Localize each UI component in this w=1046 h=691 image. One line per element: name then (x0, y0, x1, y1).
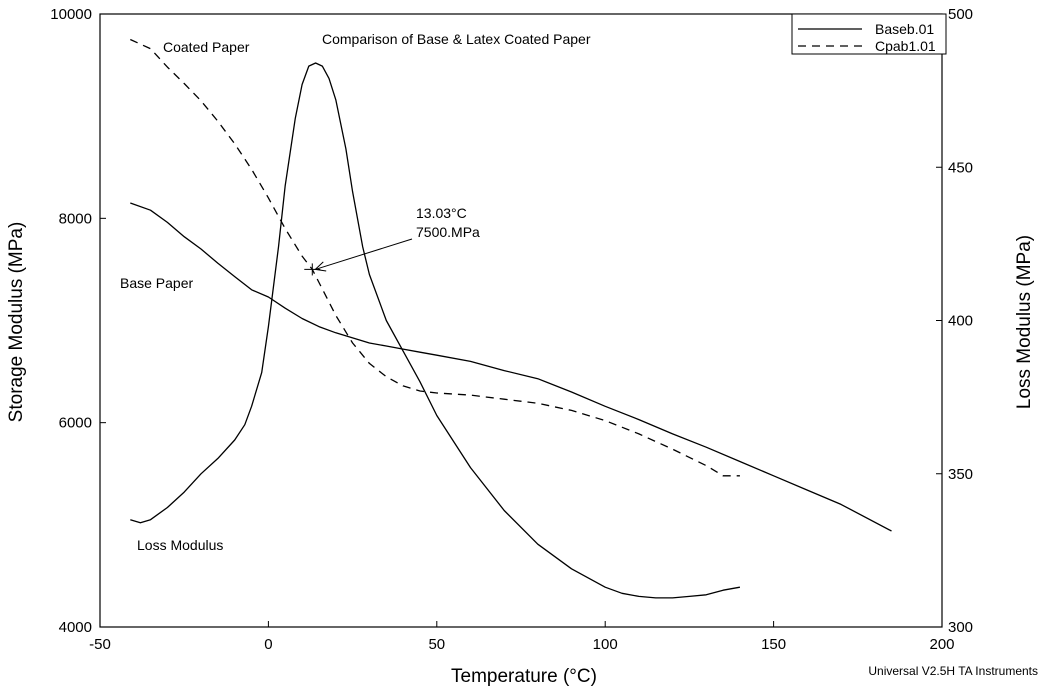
legend-label-cpab1: Cpab1.01 (875, 38, 936, 54)
ticks-layer: -50 0 50 100 150 200 4000 6000 8000 10000 300 350 40… (50, 6, 973, 653)
x-tick-label: 0 (264, 636, 272, 653)
x-tick-label: -50 (89, 636, 111, 653)
series-loss-modulus (130, 62, 741, 599)
y-tick-label-right: 400 (948, 313, 973, 330)
x-tick-label: 50 (428, 636, 445, 653)
footer-credit: Universal V2.5H TA Instruments (868, 664, 1038, 678)
y-axis-title-right: Loss Modulus (MPa) (1014, 235, 1035, 409)
y-tick-label-right: 450 (948, 159, 973, 176)
y-tick-label-right: 300 (948, 619, 973, 636)
y-tick-label-left: 4000 (59, 619, 92, 636)
y-tick-label-right: 350 (948, 466, 973, 483)
plot-area (99, 13, 943, 628)
annotation-loss-modulus: Loss Modulus (137, 537, 223, 553)
x-tick-label: 100 (593, 636, 618, 653)
x-tick-label: 200 (929, 636, 954, 653)
annotation-arrowhead (314, 261, 327, 272)
annotation-base-paper: Base Paper (120, 275, 193, 291)
annotation-arrow (315, 238, 413, 270)
y-tick-label-left: 8000 (59, 210, 92, 227)
annotation-modulus: 7500.MPa (416, 224, 480, 240)
chart-title: Comparison of Base & Latex Coated Paper (322, 31, 591, 47)
y-tick-label-right: 500 (948, 6, 973, 23)
annotation-temperature: 13.03°C (416, 205, 467, 221)
series-base-paper (130, 202, 892, 532)
y-tick-label-left: 10000 (50, 6, 92, 23)
x-axis-title: Temperature (°C) (451, 666, 597, 687)
legend: Baseb.01 Cpab1.01 (791, 13, 947, 55)
legend-frame (791, 13, 947, 55)
x-tick-label: 150 (761, 636, 786, 653)
series-layer (130, 38, 892, 599)
legend-label-baseb: Baseb.01 (875, 21, 934, 37)
annotation-coated-paper: Coated Paper (163, 39, 250, 55)
y-axis-title-left: Storage Modulus (MPa) (6, 222, 27, 423)
series-coated-paper (130, 38, 740, 477)
y-tick-label-left: 6000 (59, 415, 92, 432)
